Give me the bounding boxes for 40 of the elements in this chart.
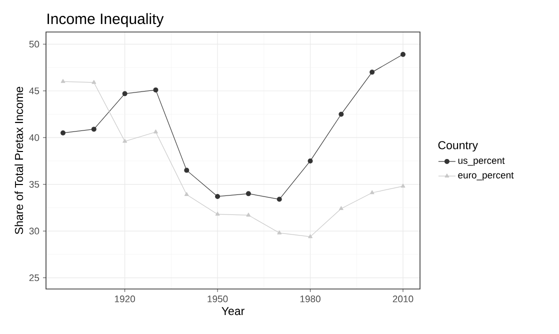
x-tick-label: 1980 [300, 296, 320, 302]
y-tick-label: 35 [29, 180, 40, 188]
point [246, 212, 251, 217]
legend-title: Country [438, 141, 478, 152]
y-tick-label: 40 [29, 134, 40, 141]
point [400, 184, 406, 188]
point [370, 190, 374, 194]
point [91, 126, 96, 132]
point [153, 87, 158, 92]
point [308, 158, 313, 164]
point [122, 138, 128, 143]
point [246, 191, 251, 196]
x-tick-label: 1920 [114, 296, 136, 302]
point [277, 230, 282, 234]
x-axis-title: Year [222, 307, 244, 316]
point [184, 168, 190, 173]
y-tick-label: 50 [29, 40, 40, 48]
point [370, 70, 375, 75]
point [338, 206, 344, 210]
legend-label: euro_percent [458, 172, 514, 180]
point [92, 80, 96, 84]
y-tick-label: 45 [29, 88, 40, 94]
point [308, 234, 312, 238]
point [276, 196, 282, 202]
point [184, 192, 189, 196]
y-axis-title: Share of Total Pretax Income [14, 86, 24, 234]
point [154, 129, 158, 134]
point [400, 52, 406, 57]
point [60, 130, 66, 136]
point [215, 212, 220, 216]
point [338, 112, 344, 117]
x-tick-label: 1950 [208, 296, 228, 302]
point [60, 79, 66, 83]
y-tick-label: 30 [29, 228, 40, 234]
x-tick-label: 2010 [392, 296, 414, 302]
point [215, 194, 220, 199]
chart-title: Income Inequality [48, 13, 164, 28]
y-tick-label: 25 [29, 274, 40, 282]
point [122, 91, 128, 96]
legend-label: us_percent [458, 158, 505, 166]
